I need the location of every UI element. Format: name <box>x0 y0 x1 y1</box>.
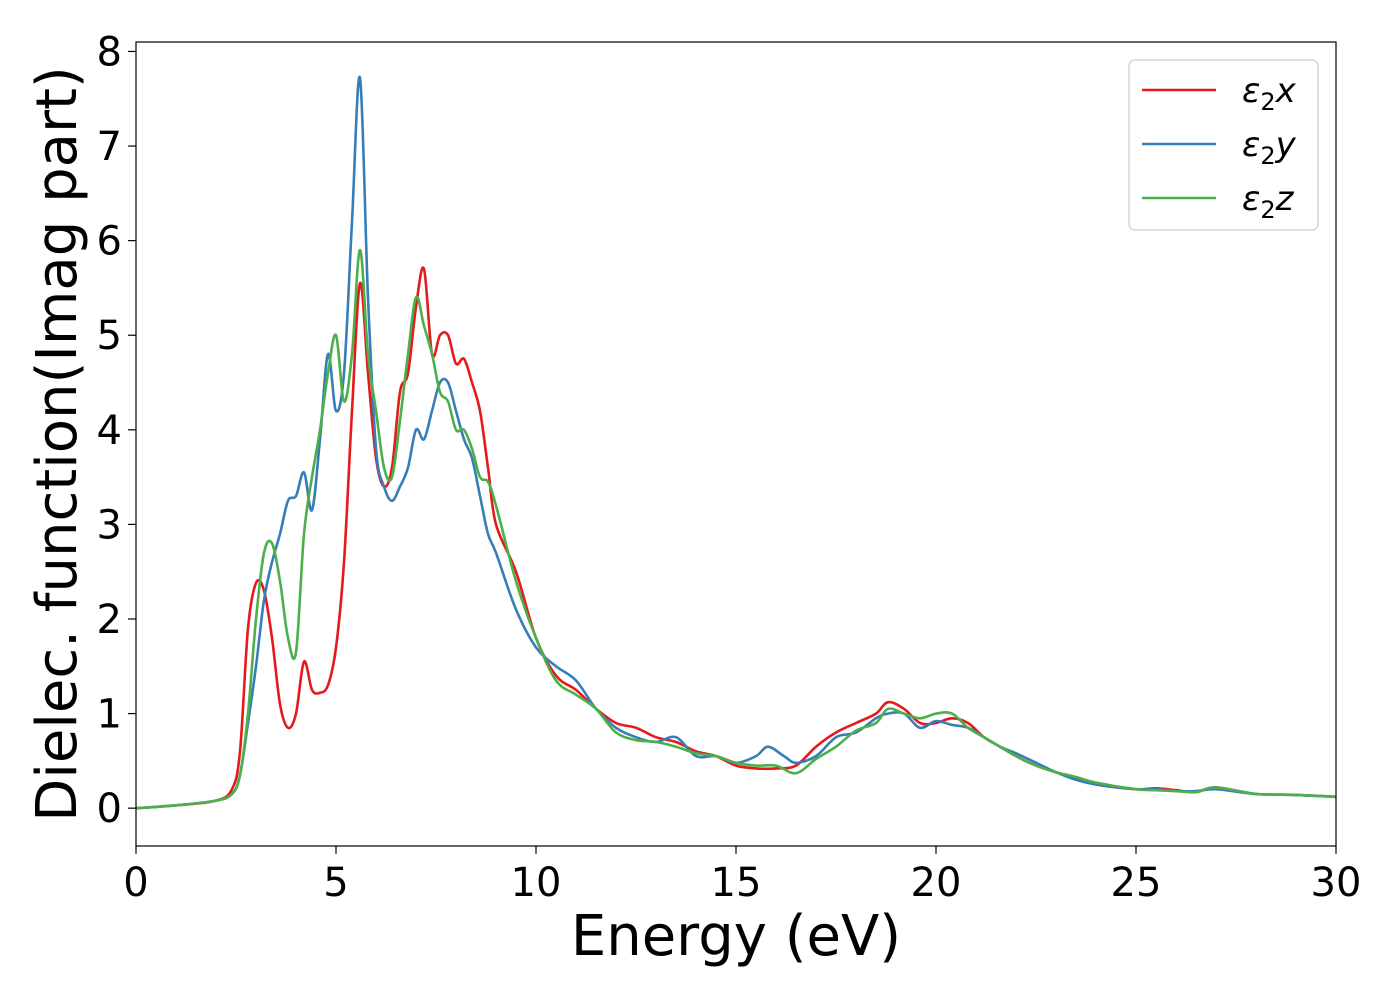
x-tick-label: 0 <box>123 860 148 906</box>
y-tick-label: 0 <box>97 786 122 832</box>
y-tick-label: 8 <box>97 29 122 75</box>
legend-entry: ε2x <box>1242 71 1297 116</box>
y-tick-label: 6 <box>97 219 122 265</box>
x-tick-label: 15 <box>711 860 762 906</box>
y-axis: 0 1 2 3 4 5 6 7 8 <box>97 29 136 832</box>
x-axis: 0 5 10 15 20 25 30 <box>123 846 1361 906</box>
x-tick-label: 20 <box>911 860 962 906</box>
y-tick-label: 1 <box>97 692 122 738</box>
y-tick-label: 4 <box>97 408 122 454</box>
legend-box <box>1128 59 1319 231</box>
x-axis-label: Energy (eV) <box>571 904 901 969</box>
series-line-0 <box>135 266 1337 810</box>
x-tick-label: 25 <box>1111 860 1162 906</box>
x-tick-label: 5 <box>323 860 348 906</box>
y-tick-label: 3 <box>97 502 122 548</box>
y-tick-label: 5 <box>97 313 122 359</box>
legend-entry: ε2z <box>1242 179 1295 224</box>
y-tick-label: 2 <box>97 597 122 643</box>
legend: ε2x ε2y ε2z <box>1128 59 1319 231</box>
x-tick-label: 10 <box>511 860 562 906</box>
series-line-2 <box>135 248 1337 810</box>
y-tick-label: 7 <box>97 124 122 170</box>
x-tick-label: 30 <box>1311 860 1362 906</box>
y-axis-label: Dielec. function(Imag part) <box>25 66 90 822</box>
legend-entry: ε2y <box>1242 125 1297 170</box>
series-lines <box>135 75 1337 810</box>
